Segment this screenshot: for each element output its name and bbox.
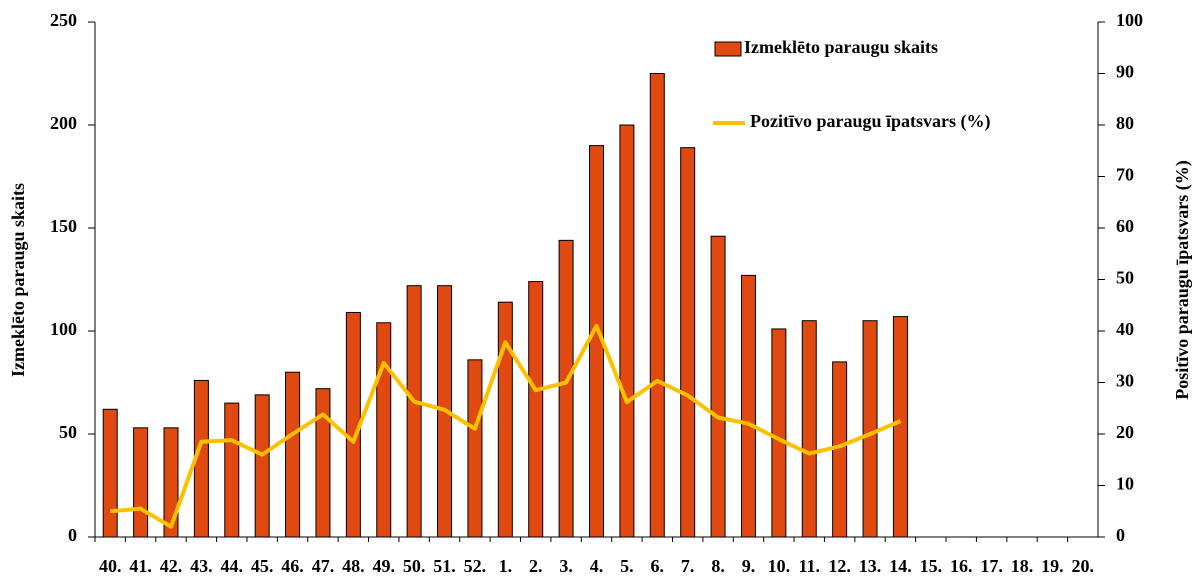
x-tick-label: 12. <box>828 556 851 576</box>
x-tick-label: 8. <box>711 556 725 576</box>
x-tick-label: 3. <box>559 556 573 576</box>
bar <box>467 359 483 538</box>
y2-tick-label: 40 <box>1116 319 1134 339</box>
legend-label: Izmeklēto paraugu skaits <box>744 37 938 57</box>
bar <box>285 371 301 538</box>
x-tick-label: 48. <box>342 556 365 576</box>
bar <box>680 147 696 538</box>
x-tick-label: 47. <box>312 556 335 576</box>
y2-axis-title: Positīvo paraugu īpatsvars (%) <box>1172 160 1193 400</box>
bar <box>497 301 513 538</box>
x-tick-label: 51. <box>433 556 456 576</box>
x-tick-label: 40. <box>99 556 122 576</box>
x-tick-label: 6. <box>651 556 665 576</box>
y-tick-label: 0 <box>68 525 77 545</box>
x-tick-label: 5. <box>620 556 634 576</box>
bar <box>406 285 422 538</box>
x-tick-label: 20. <box>1072 556 1095 576</box>
bar <box>771 328 787 538</box>
bar <box>133 427 149 538</box>
y-tick-label: 250 <box>50 10 77 30</box>
bar <box>315 388 331 538</box>
x-tick-label: 16. <box>950 556 973 576</box>
y2-tick-label: 70 <box>1116 165 1134 185</box>
x-tick-label: 52. <box>464 556 487 576</box>
bar <box>801 320 817 538</box>
y-tick-label: 200 <box>50 113 77 133</box>
x-tick-label: 2. <box>529 556 543 576</box>
x-tick-label: 10. <box>768 556 791 576</box>
bar <box>862 320 878 538</box>
x-tick-label: 43. <box>190 556 213 576</box>
bar <box>892 316 908 538</box>
x-tick-label: 7. <box>681 556 695 576</box>
y2-tick-label: 10 <box>1116 474 1134 494</box>
y-axis-title: Izmeklēto paraugu skaits <box>8 183 28 377</box>
x-tick-label: 9. <box>742 556 756 576</box>
bar <box>740 274 756 538</box>
x-tick-label: 44. <box>221 556 244 576</box>
y2-tick-label: 20 <box>1116 422 1134 442</box>
y2-tick-label: 60 <box>1116 216 1134 236</box>
bar <box>376 322 392 538</box>
x-tick-label: 15. <box>920 556 943 576</box>
x-tick-label: 11. <box>798 556 820 576</box>
bar <box>254 394 270 538</box>
x-tick-label: 41. <box>129 556 152 576</box>
y2-tick-label: 80 <box>1116 113 1134 133</box>
x-tick-label: 49. <box>372 556 395 576</box>
legend-swatch-bar <box>714 41 742 57</box>
x-tick-label: 4. <box>590 556 604 576</box>
x-tick-label: 18. <box>1011 556 1034 576</box>
bar <box>558 239 574 538</box>
y2-tick-label: 30 <box>1116 371 1134 391</box>
y2-tick-label: 50 <box>1116 268 1134 288</box>
x-tick-label: 17. <box>980 556 1003 576</box>
x-tick-label: 45. <box>251 556 274 576</box>
bar <box>649 73 665 538</box>
bar <box>224 402 240 538</box>
bar <box>710 235 726 538</box>
bar <box>619 124 635 538</box>
y-tick-label: 50 <box>59 422 77 442</box>
bar <box>163 427 179 538</box>
x-tick-label: 46. <box>281 556 304 576</box>
y-tick-label: 150 <box>50 216 77 236</box>
line <box>110 323 902 529</box>
bar <box>102 408 118 538</box>
x-tick-label: 19. <box>1041 556 1064 576</box>
x-tick-label: 50. <box>403 556 426 576</box>
y2-tick-label: 100 <box>1116 10 1143 30</box>
legend: Izmeklēto paraugu skaits Pozitīvo paraug… <box>713 37 991 132</box>
x-tick-label: 13. <box>859 556 882 576</box>
x-tick-label: 1. <box>499 556 513 576</box>
x-tick-label: 42. <box>160 556 183 576</box>
y2-tick-label: 0 <box>1116 525 1125 545</box>
y-tick-label: 100 <box>50 319 77 339</box>
x-tick-label: 14. <box>889 556 912 576</box>
bar <box>528 281 544 538</box>
y2-tick-label: 90 <box>1116 62 1134 82</box>
legend-label: Pozitīvo paraugu īpatsvars (%) <box>750 111 991 132</box>
